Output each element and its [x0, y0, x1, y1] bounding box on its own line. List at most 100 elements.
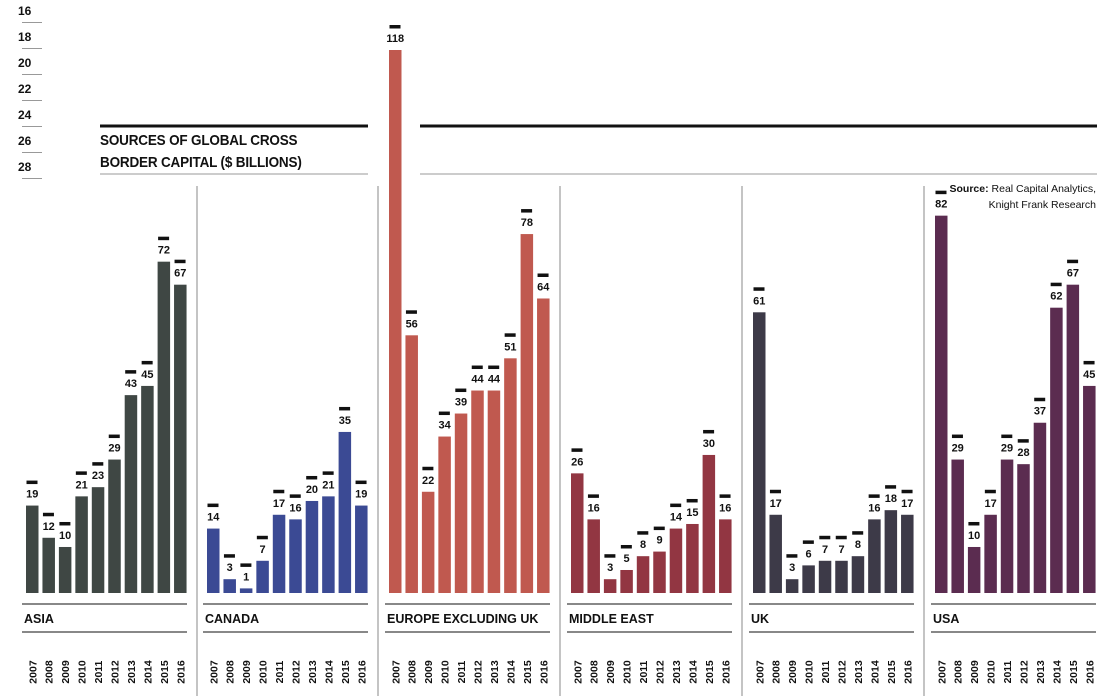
year-tick-label: 2011 [274, 660, 286, 683]
bar-marker [42, 512, 54, 517]
bar [454, 413, 468, 593]
stray-number-underline [22, 100, 42, 101]
year-tick-label: 2014 [687, 660, 699, 684]
bar-marker [322, 471, 334, 475]
bar-marker [125, 370, 137, 374]
bar [75, 496, 88, 593]
bar-value-label: 17 [273, 498, 285, 510]
bar-value-label: 61 [753, 295, 765, 307]
bar-marker [753, 287, 765, 291]
bar-value-label: 19 [355, 489, 367, 501]
bar [753, 312, 766, 593]
bar-marker [1017, 439, 1029, 443]
bar-value-label: 35 [339, 415, 351, 427]
bar [305, 500, 319, 593]
bar [802, 565, 815, 593]
bar-value-label: 39 [455, 397, 467, 409]
bar-marker [240, 563, 252, 567]
bar [835, 560, 848, 593]
bar-marker [75, 471, 87, 475]
bar-value-label: 7 [822, 544, 828, 556]
bar-value-label: 67 [1067, 268, 1079, 280]
bar-marker [92, 462, 104, 466]
bar-marker [786, 554, 798, 558]
bar-value-label: 72 [158, 245, 170, 257]
bar-marker [207, 503, 219, 508]
bar-marker [339, 406, 351, 411]
bar-marker [769, 489, 781, 494]
bar-marker [158, 236, 170, 241]
bar [1050, 307, 1063, 593]
bar [141, 385, 154, 593]
year-tick-label: 2009 [787, 660, 799, 684]
stray-number-underline [22, 74, 42, 75]
bar-value-label: 78 [521, 217, 533, 229]
bar [405, 335, 418, 593]
stray-number: 24 [18, 108, 32, 122]
bar [818, 560, 832, 593]
bar-marker [686, 498, 698, 503]
bar [256, 560, 269, 593]
bar [124, 395, 138, 593]
year-tick-label: 2015 [704, 660, 716, 684]
bar-value-label: 45 [1083, 369, 1095, 381]
year-tick-label: 2015 [159, 660, 171, 684]
bar-marker [719, 494, 731, 498]
year-tick-label: 2015 [1068, 660, 1080, 684]
bar [487, 390, 501, 593]
bar-value-label: 82 [935, 199, 947, 211]
year-tick-label: 2015 [522, 660, 534, 684]
bar [520, 234, 534, 593]
bar [504, 358, 517, 593]
bar-marker [901, 489, 913, 494]
bar-value-label: 3 [227, 562, 233, 574]
year-tick-label: 2010 [986, 660, 998, 684]
year-tick-label: 2007 [208, 660, 220, 684]
bar-value-label: 26 [571, 456, 583, 468]
bar-value-label: 1 [243, 571, 249, 583]
bar-marker [868, 494, 880, 498]
year-tick-label: 2007 [754, 660, 766, 684]
year-tick-label: 2007 [390, 660, 402, 684]
year-tick-label: 2012 [110, 660, 122, 684]
bar-marker [935, 190, 947, 195]
panel-label: UK [751, 612, 769, 626]
bar-marker [59, 521, 71, 526]
bar-value-label: 22 [422, 475, 434, 487]
bar [157, 261, 171, 593]
year-tick-label: 2011 [1002, 660, 1014, 683]
bar-marker [355, 480, 367, 485]
stray-number-underline [22, 48, 42, 49]
bar-value-label: 7 [260, 544, 266, 556]
bar [1033, 422, 1047, 593]
chart-title-line-1: SOURCES OF GLOBAL CROSS [100, 132, 298, 149]
bar [636, 556, 650, 593]
bar [239, 588, 253, 593]
bar-marker [471, 365, 483, 370]
year-tick-label: 2008 [953, 660, 965, 684]
bar-value-label: 21 [322, 479, 334, 491]
year-tick-label: 2015 [886, 660, 898, 684]
bar-marker [488, 365, 500, 370]
bar [289, 519, 302, 593]
bar-marker [1050, 282, 1062, 287]
bar-value-label: 3 [607, 562, 613, 574]
bar [338, 431, 352, 593]
bar [438, 436, 451, 593]
year-tick-label: 2016 [720, 660, 732, 684]
year-tick-label: 2013 [489, 660, 501, 684]
year-tick-label: 2016 [175, 660, 187, 684]
bar [769, 514, 782, 593]
bar-marker [1083, 360, 1095, 365]
panel-label: MIDDLE EAST [569, 612, 654, 626]
bar-marker [951, 434, 963, 439]
year-tick-label: 2011 [820, 660, 832, 683]
year-tick-label: 2013 [671, 660, 683, 684]
bar-value-label: 67 [174, 268, 186, 280]
year-tick-label: 2009 [241, 660, 253, 684]
bar-value-label: 16 [289, 502, 301, 514]
year-tick-label: 2015 [340, 660, 352, 684]
year-tick-label: 2008 [771, 660, 783, 684]
bar [389, 50, 402, 593]
stray-number-underline [22, 152, 42, 153]
